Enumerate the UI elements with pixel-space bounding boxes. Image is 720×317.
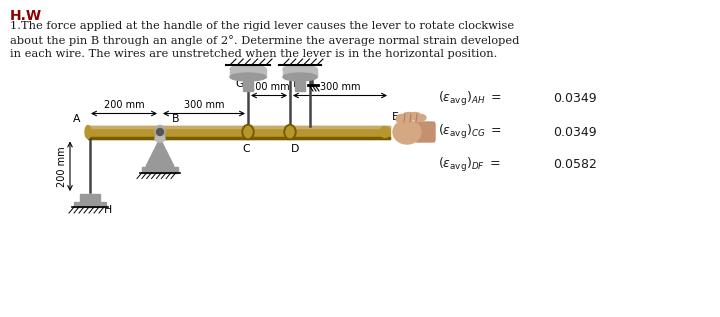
Bar (88, 126, 390, 139)
Circle shape (156, 128, 163, 135)
Ellipse shape (283, 73, 317, 81)
Bar (230, 69, 266, 77)
Bar (243, 77, 253, 91)
Text: H: H (104, 205, 112, 215)
Text: $(\varepsilon_{\rm avg})_{CG}\ =$: $(\varepsilon_{\rm avg})_{CG}\ =$ (438, 123, 502, 141)
Ellipse shape (409, 113, 421, 120)
Text: 300 mm: 300 mm (184, 100, 224, 109)
Ellipse shape (397, 114, 409, 122)
Text: D: D (291, 144, 300, 153)
Bar (295, 77, 305, 91)
Bar (80, 194, 100, 202)
Text: 0.0349: 0.0349 (553, 126, 597, 139)
Text: F: F (293, 79, 300, 89)
Text: C: C (242, 144, 250, 153)
Ellipse shape (283, 65, 317, 73)
FancyBboxPatch shape (415, 122, 435, 142)
Bar (74, 202, 106, 207)
Text: 0.0582: 0.0582 (553, 158, 597, 171)
Ellipse shape (286, 126, 294, 138)
Ellipse shape (403, 113, 415, 120)
Ellipse shape (244, 126, 252, 138)
Text: about the pin B through an angle of 2°. Determine the average normal strain deve: about the pin B through an angle of 2°. … (10, 35, 519, 46)
Text: $(\varepsilon_{\rm avg})_{AH}\ =$: $(\varepsilon_{\rm avg})_{AH}\ =$ (438, 90, 502, 108)
Ellipse shape (155, 126, 165, 139)
Text: 200 mm: 200 mm (248, 81, 289, 92)
Text: 200 mm: 200 mm (104, 100, 144, 109)
Text: B: B (172, 113, 179, 124)
Ellipse shape (230, 73, 266, 81)
Ellipse shape (396, 116, 406, 124)
Ellipse shape (414, 114, 426, 121)
Text: E: E (392, 112, 399, 121)
Polygon shape (146, 139, 174, 166)
Bar (283, 69, 317, 77)
Text: 200 mm: 200 mm (57, 146, 67, 187)
Text: 1.The force applied at the handle of the rigid lever causes the lever to rotate : 1.The force applied at the handle of the… (10, 21, 514, 31)
Text: 0.0349: 0.0349 (553, 93, 597, 106)
Text: G: G (235, 79, 244, 89)
Ellipse shape (242, 125, 254, 139)
Text: in each wire. The wires are unstretched when the lever is in the horizontal posi: in each wire. The wires are unstretched … (10, 49, 498, 59)
Bar (142, 166, 178, 172)
Text: A: A (73, 113, 80, 124)
Text: $(\varepsilon_{\rm avg})_{DF}\ =$: $(\varepsilon_{\rm avg})_{DF}\ =$ (438, 156, 501, 174)
Ellipse shape (155, 135, 165, 142)
Text: H.W: H.W (10, 9, 42, 23)
Ellipse shape (85, 126, 91, 139)
Text: 300 mm: 300 mm (320, 81, 360, 92)
Ellipse shape (393, 120, 421, 144)
Ellipse shape (380, 126, 390, 138)
Ellipse shape (230, 65, 266, 73)
Ellipse shape (284, 125, 296, 139)
